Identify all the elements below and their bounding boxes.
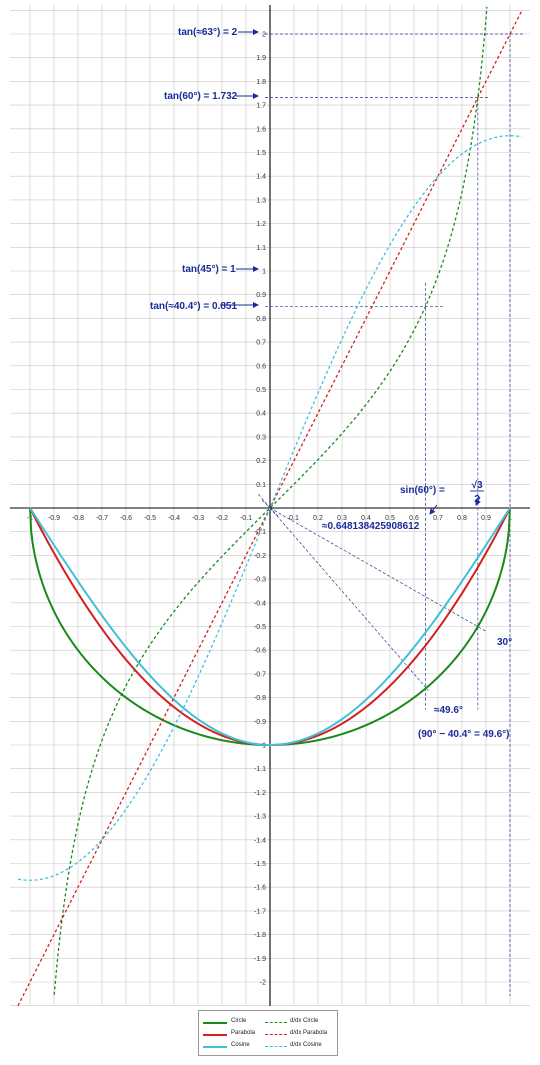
y-tick-label: -0.6 [254,648,266,655]
y-tick-label: -1.1 [254,766,266,773]
y-tick-label: 0.3 [256,434,266,441]
legend-swatch-circle [203,1022,227,1024]
guide-ray-49 [269,507,429,691]
x-tick-label: 0.7 [433,515,443,522]
y-tick-label: 1.9 [256,55,266,62]
series-cosine [29,507,511,747]
annotations: tan(≈63°) = 2 tan(60°) = 1.732 tan(45°) = … [150,27,512,740]
series-d-dx-cosine [17,135,523,881]
arrow-0648 [429,504,438,515]
x-tick-label: 0.5 [385,515,395,522]
y-tick-label: 2 [262,32,266,39]
legend-label-parabola: Parabola [231,1030,256,1036]
legend-swatch-cosine [203,1046,227,1048]
y-tick-label: -0.5 [254,624,266,631]
annotation-30deg: 30° [497,637,512,648]
y-tick-label: -1 [260,743,266,750]
y-tick-label: -0.1 [254,529,266,536]
y-tick-label: -0.9 [254,719,266,726]
y-tick-label: 1.4 [256,174,266,181]
y-tick-label: 1.6 [256,126,266,133]
series [17,6,523,1006]
legend: Circle Parabola Cosine d/dx Circle d/dx … [198,1010,338,1056]
x-tick-label: -0.7 [96,515,108,522]
y-tick-label: 0.9 [256,292,266,299]
y-tick-label: -0.3 [254,577,266,584]
annotation-tan45: tan(45°) = 1 [182,264,236,275]
x-tick-label: 0.8 [457,515,467,522]
x-tick-label: -0.2 [216,515,228,522]
y-tick-label: 1.5 [256,150,266,157]
y-tick-label: -1.5 [254,861,266,868]
y-tick-label: -1.4 [254,837,266,844]
x-tick-label: -0.1 [240,515,252,522]
y-tick-label: -0.4 [254,600,266,607]
legend-swatch-parabola [203,1034,227,1036]
y-tick-label: -1.6 [254,885,266,892]
arrow-sin60 [475,496,481,506]
legend-label-d-parabola: d/dx Parabola [290,1030,328,1036]
annotation-tan63: tan(≈63°) = 2 [178,27,238,38]
x-tick-label: -0.8 [72,515,84,522]
y-tick-label: 1.3 [256,197,266,204]
y-tick-label: 0.7 [256,340,266,347]
x-tick-label: 0.2 [313,515,323,522]
guide-ray-small [257,493,271,509]
y-tick-label: 0.2 [256,458,266,465]
x-tick-label: -0.6 [120,515,132,522]
annotation-49-formula: (90° − 40.4° = 49.6°) [418,729,510,740]
x-tick-label: -0.4 [168,515,180,522]
series-d-dx-circle [53,6,488,995]
annotation-0648: ≈0.648138425908612 [322,521,420,532]
y-tick-label: 0.8 [256,316,266,323]
annotation-sqrt3: √3 [471,480,482,491]
legend-label-d-cosine: d/dx Cosine [290,1042,322,1048]
grid [10,5,530,1007]
tick-labels: -1 -0.9 -0.8 -0.7 -0.6 -0.5 -0.4 -0.3 -0.2 -0.1 0.… [27,32,512,987]
legend-swatch-d-cosine [265,1046,287,1047]
y-tick-label: -0.8 [254,695,266,702]
y-tick-label: 1.7 [256,103,266,110]
axes [10,5,530,1006]
x-tick-label: 0.3 [337,515,347,522]
legend-label-d-circle: d/dx Circle [290,1018,319,1024]
y-tick-label: 0.1 [256,482,266,489]
y-tick-label: -1.2 [254,790,266,797]
y-tick-label: -0.2 [254,553,266,560]
legend-label-circle: Circle [231,1018,247,1024]
y-tick-label: -1.3 [254,814,266,821]
annotation-sin60: sin(60°) = [400,485,445,496]
y-tick-label: 1.2 [256,221,266,228]
y-tick-label: 0.5 [256,387,266,394]
y-tick-label: 1.8 [256,79,266,86]
x-tick-label: 0.6 [409,515,419,522]
x-tick-label: -0.9 [48,515,60,522]
y-tick-label: 1.1 [256,245,266,252]
legend-swatch-d-parabola [265,1034,287,1035]
annotation-tan40: tan(≈40.4°) = 0.851 [150,301,237,312]
y-tick-label: -1.8 [254,932,266,939]
legend-label-cosine: Cosine [231,1042,250,1048]
annotation-tan60: tan(60°) = 1.732 [164,91,238,102]
legend-swatch-d-circle [265,1022,287,1023]
y-tick-label: -1.9 [254,956,266,963]
x-tick-label: -0.3 [192,515,204,522]
y-tick-label: -2 [260,980,266,987]
y-tick-label: 1 [262,269,266,276]
y-tick-label: 0.6 [256,363,266,370]
y-tick-label: -1.7 [254,908,266,915]
y-tick-label: 0.4 [256,411,266,418]
x-tick-label: -0.5 [144,515,156,522]
y-tick-label: -0.7 [254,671,266,678]
x-tick-label: 0.4 [361,515,371,522]
annotation-49deg: ≈49.6° [434,705,463,716]
x-tick-label: 0.9 [481,515,491,522]
x-tick-label: 0.1 [289,515,299,522]
